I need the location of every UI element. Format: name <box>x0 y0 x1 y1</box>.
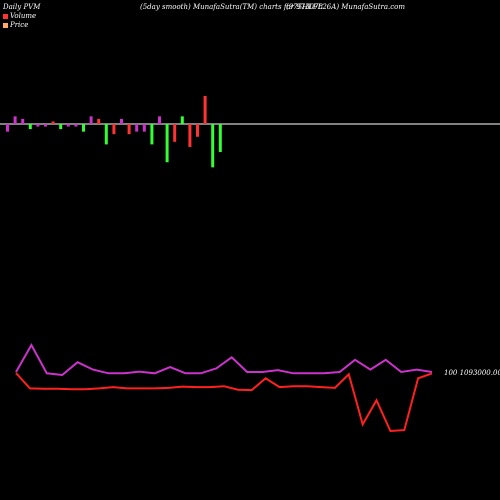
volume-bar <box>112 124 116 135</box>
volume-bar <box>127 124 131 135</box>
legend-volume-swatch <box>3 13 8 19</box>
header-middle: (5day smooth) MunafaSutra(TM) charts for… <box>140 3 323 11</box>
volume-bar <box>150 124 154 145</box>
volume-bar <box>104 124 108 145</box>
volume-bar <box>28 124 32 130</box>
legend-price-label: Price <box>10 21 29 29</box>
volume-bar <box>13 116 17 124</box>
volume-bar <box>142 124 146 132</box>
volume-bar <box>188 124 192 147</box>
volume-bar <box>82 124 85 132</box>
volume-bar <box>89 116 93 124</box>
volume-bar <box>211 124 215 168</box>
volume-bar <box>165 124 169 163</box>
volume-bar <box>21 118 25 124</box>
legend-volume-label: Volume <box>10 12 37 20</box>
volume-bar <box>120 118 123 124</box>
pvm-line <box>15 342 433 377</box>
volume-bar <box>6 124 9 132</box>
volume-bars <box>6 95 222 168</box>
price-axis-label: 100 1093000.00 <box>444 369 500 377</box>
header-right: (975HLFL26A) MunafaSutra.com <box>286 3 406 11</box>
price-line <box>15 372 433 433</box>
volume-bar <box>180 116 184 124</box>
volume-bar <box>59 124 63 130</box>
volume-bar <box>74 124 78 127</box>
header-left: Daily PVM <box>3 3 41 11</box>
volume-bar <box>218 124 222 153</box>
volume-bar <box>196 124 199 137</box>
volume-bar <box>158 116 161 124</box>
volume-bar <box>203 95 207 124</box>
volume-bar <box>36 124 40 127</box>
legend-price-swatch <box>3 22 8 28</box>
volume-bar <box>44 124 47 127</box>
volume-bar <box>97 118 101 124</box>
legend-volume: Volume <box>3 12 36 20</box>
legend-price: Price <box>3 21 28 29</box>
volume-bar <box>173 124 177 142</box>
volume-bar <box>135 124 139 132</box>
volume-bar <box>51 121 55 124</box>
volume-bar <box>66 124 70 127</box>
